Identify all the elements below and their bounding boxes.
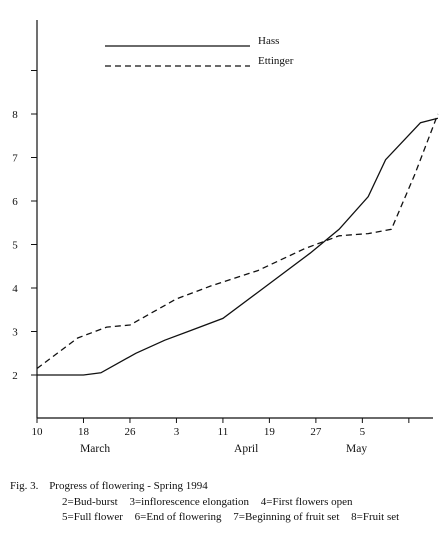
month-label: March: [80, 443, 110, 455]
y-tick-label: 8: [12, 109, 18, 121]
series-line-ettinger: [36, 113, 439, 370]
figure-title: Progress of flowering - Spring 1994: [49, 480, 208, 492]
caption-key-line-1: 2=Bud-burst 3=inflorescence elongation 4…: [62, 496, 362, 508]
key-inflorescence-elongation: 3=inflorescence elongation: [129, 496, 249, 508]
y-tick-label: 7: [12, 153, 18, 165]
y-tick-label: 5: [12, 240, 18, 252]
key-bud-burst: 2=Bud-burst: [62, 496, 118, 508]
figure-caption-title: Fig. 3. Progress of flowering - Spring 1…: [10, 480, 208, 492]
key-fruit-set: 8=Fruit set: [351, 511, 400, 523]
y-tick-label: 4: [12, 283, 18, 295]
month-label: May: [346, 443, 367, 455]
legend-label-ettinger: Ettinger: [258, 55, 294, 67]
chart-legend: Hass Ettinger: [105, 35, 294, 67]
x-tick-label: 18: [78, 426, 90, 438]
figure-number: Fig. 3.: [10, 480, 39, 492]
month-label: April: [234, 443, 258, 455]
x-tick-label: 19: [264, 426, 276, 438]
y-tick-label: 3: [12, 327, 18, 339]
key-beginning-of-fruit-set: 7=Beginning of fruit set: [233, 511, 340, 523]
chart-axes: [36, 20, 433, 419]
caption-key-line-2: 5=Full flower 6=End of flowering 7=Begin…: [62, 511, 408, 523]
x-tick-label: 10: [32, 426, 44, 438]
y-axis-ticks: 2 3 4 5 6 7 8: [12, 70, 37, 382]
series-line-hass: [37, 117, 439, 376]
y-tick-label: 2: [12, 370, 18, 382]
x-tick-label: 26: [124, 426, 136, 438]
x-tick-label: 27: [310, 426, 322, 438]
x-axis-ticks: 10 18 26 3 11 19 27 5: [32, 418, 410, 438]
x-tick-label: 3: [174, 426, 180, 438]
key-first-flowers-open: 4=First flowers open: [260, 496, 353, 508]
key-full-flower: 5=Full flower: [62, 511, 123, 523]
month-labels: March April May: [80, 443, 367, 455]
legend-label-hass: Hass: [258, 35, 279, 47]
y-tick-label: 6: [12, 196, 18, 208]
x-tick-label: 5: [360, 426, 366, 438]
x-tick-label: 11: [218, 426, 229, 438]
chart-series: [36, 113, 439, 376]
key-end-of-flowering: 6=End of flowering: [134, 511, 222, 523]
